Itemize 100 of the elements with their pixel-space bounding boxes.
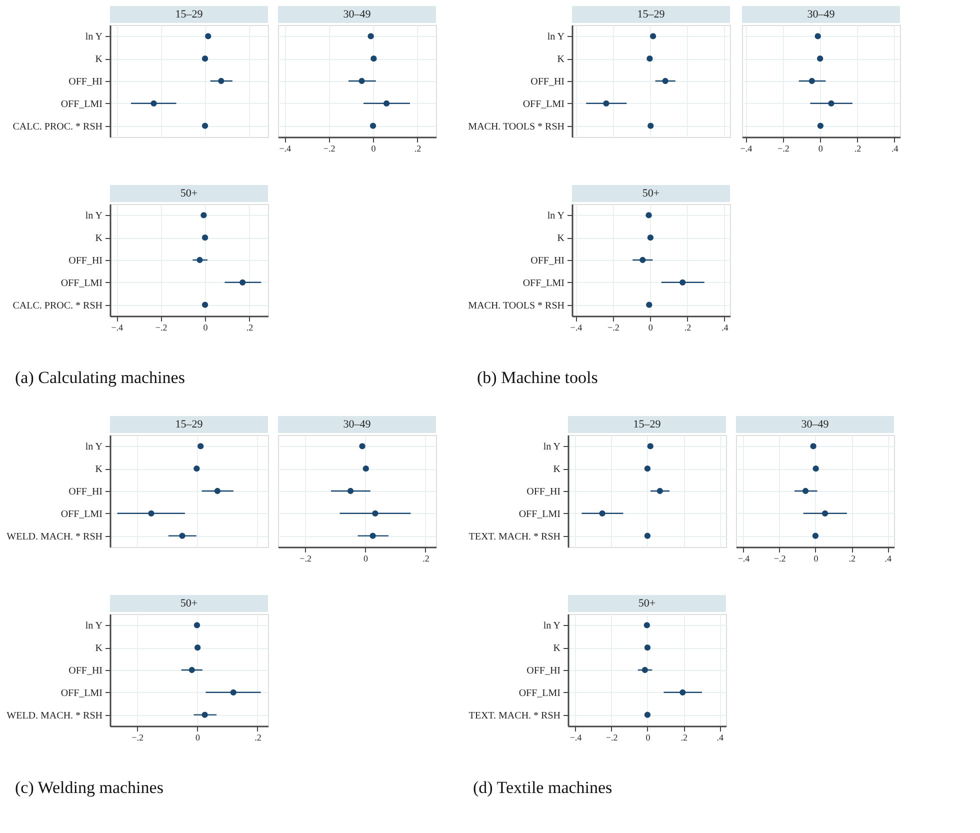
x-tick-label: −.2 xyxy=(155,322,168,332)
x-tick-label: −.2 xyxy=(774,554,786,564)
point xyxy=(650,33,656,40)
y-tick-label: K xyxy=(95,464,104,476)
y-tick-label: ln Y xyxy=(547,210,564,222)
y-tick-label: ln Y xyxy=(543,620,560,632)
point xyxy=(644,712,651,718)
point xyxy=(202,234,208,241)
x-tick-label: .2 xyxy=(246,322,254,332)
x-tick-label: 0 xyxy=(196,732,201,742)
chart-title: 50+ xyxy=(180,188,198,200)
y-tick-label: ln Y xyxy=(85,210,102,222)
x-tick-label: −.2 xyxy=(300,554,312,564)
x-tick-label: −.4 xyxy=(740,144,753,154)
x-tick-label: .2 xyxy=(422,554,430,564)
x-tick-label: 0 xyxy=(203,322,208,332)
y-tick-label: OFF_LMI xyxy=(522,98,564,110)
y-tick-label: ln Y xyxy=(547,32,564,43)
y-tick-label: K xyxy=(553,643,562,654)
point xyxy=(202,302,208,308)
y-tick-label: OFF_HI xyxy=(530,256,564,266)
y-tick-label: MACH. TOOLS * RSH xyxy=(468,121,564,132)
point xyxy=(359,443,366,450)
y-tick-label: WELD. MACH. * RSH xyxy=(6,710,102,722)
point xyxy=(370,56,377,62)
point xyxy=(810,443,816,450)
point xyxy=(362,466,369,472)
point xyxy=(198,443,204,450)
y-tick-label: OFF_HI xyxy=(68,486,102,498)
x-tick-label: 0 xyxy=(364,554,369,564)
x-tick-label: −.4 xyxy=(738,554,750,564)
chart-title: 30–49 xyxy=(801,418,830,430)
x-tick-label: .4 xyxy=(884,554,892,564)
y-tick-label: TEXT. MACH. * RSH xyxy=(468,710,560,722)
y-tick-label: OFF_LMI xyxy=(60,508,102,520)
x-tick-label: 0 xyxy=(648,322,654,332)
y-tick-label: K xyxy=(557,54,566,66)
x-tick-label: .4 xyxy=(722,322,729,332)
y-tick-label: OFF_HI xyxy=(68,666,102,676)
point xyxy=(644,532,651,539)
point xyxy=(812,532,819,539)
x-tick-label: .2 xyxy=(680,732,688,742)
chart-title: 15–29 xyxy=(175,8,204,20)
point xyxy=(817,122,824,129)
y-tick-label: OFF_LMI xyxy=(518,508,560,520)
text: (c) Welding machines xyxy=(15,778,164,797)
point xyxy=(644,622,650,628)
y-tick-label: ln Y xyxy=(85,442,102,453)
point xyxy=(194,466,200,472)
point xyxy=(644,644,651,651)
y-tick-label: K xyxy=(95,233,104,244)
y-tick-label: ln Y xyxy=(85,32,102,43)
x-tick-label: .2 xyxy=(848,554,856,564)
x-tick-label: −.2 xyxy=(323,144,336,154)
y-tick-label: MACH. TOOLS * RSH xyxy=(468,300,564,312)
chart-title: 50+ xyxy=(638,598,656,610)
chart-title: 30–49 xyxy=(343,8,372,20)
chart-title: 30–49 xyxy=(343,418,372,430)
y-tick-label: CALC. PROC. * RSH xyxy=(12,300,102,312)
point xyxy=(816,56,824,62)
text: (d) Textile machines xyxy=(473,778,612,797)
y-tick-label: OFF_HI xyxy=(68,76,102,88)
y-tick-label: OFF_HI xyxy=(530,76,564,88)
point xyxy=(812,466,819,472)
x-tick-label: −.2 xyxy=(606,732,618,742)
x-tick-label: −.2 xyxy=(777,144,790,154)
y-tick-label: CALC. PROC. * RSH xyxy=(12,121,102,132)
point xyxy=(646,212,652,218)
y-tick-label: OFF_LMI xyxy=(518,688,560,699)
x-tick-label: .2 xyxy=(254,732,262,742)
chart-title: 50+ xyxy=(180,598,198,610)
point xyxy=(647,234,654,241)
point xyxy=(202,56,208,62)
y-tick-label: OFF_HI xyxy=(526,486,560,498)
point xyxy=(644,466,651,472)
y-tick-label: OFF_LMI xyxy=(60,278,102,289)
x-tick-label: .4 xyxy=(892,144,899,154)
y-tick-label: ln Y xyxy=(543,442,560,453)
y-tick-label: OFF_LMI xyxy=(522,278,564,289)
y-tick-label: OFF_HI xyxy=(526,666,560,676)
text: (b) Machine tools xyxy=(477,368,598,387)
point xyxy=(646,56,653,62)
x-tick-label: 0 xyxy=(818,144,824,154)
x-tick-label: .2 xyxy=(684,322,692,332)
point xyxy=(370,122,376,129)
x-tick-label: .4 xyxy=(716,732,724,742)
point xyxy=(368,33,374,40)
y-tick-label: K xyxy=(95,54,104,66)
chart-title: 15–29 xyxy=(637,8,666,20)
x-tick-label: −.4 xyxy=(111,322,124,332)
y-tick-label: ln Y xyxy=(85,620,102,632)
x-tick-label: 0 xyxy=(371,144,376,154)
x-tick-label: −.4 xyxy=(570,322,583,332)
x-tick-label: 0 xyxy=(814,554,819,564)
x-tick-label: −.2 xyxy=(607,322,620,332)
y-tick-label: OFF_HI xyxy=(68,256,102,266)
point xyxy=(194,644,201,651)
point xyxy=(646,302,652,308)
y-tick-label: WELD. MACH. * RSH xyxy=(6,531,102,542)
x-tick-label: .2 xyxy=(854,144,862,154)
